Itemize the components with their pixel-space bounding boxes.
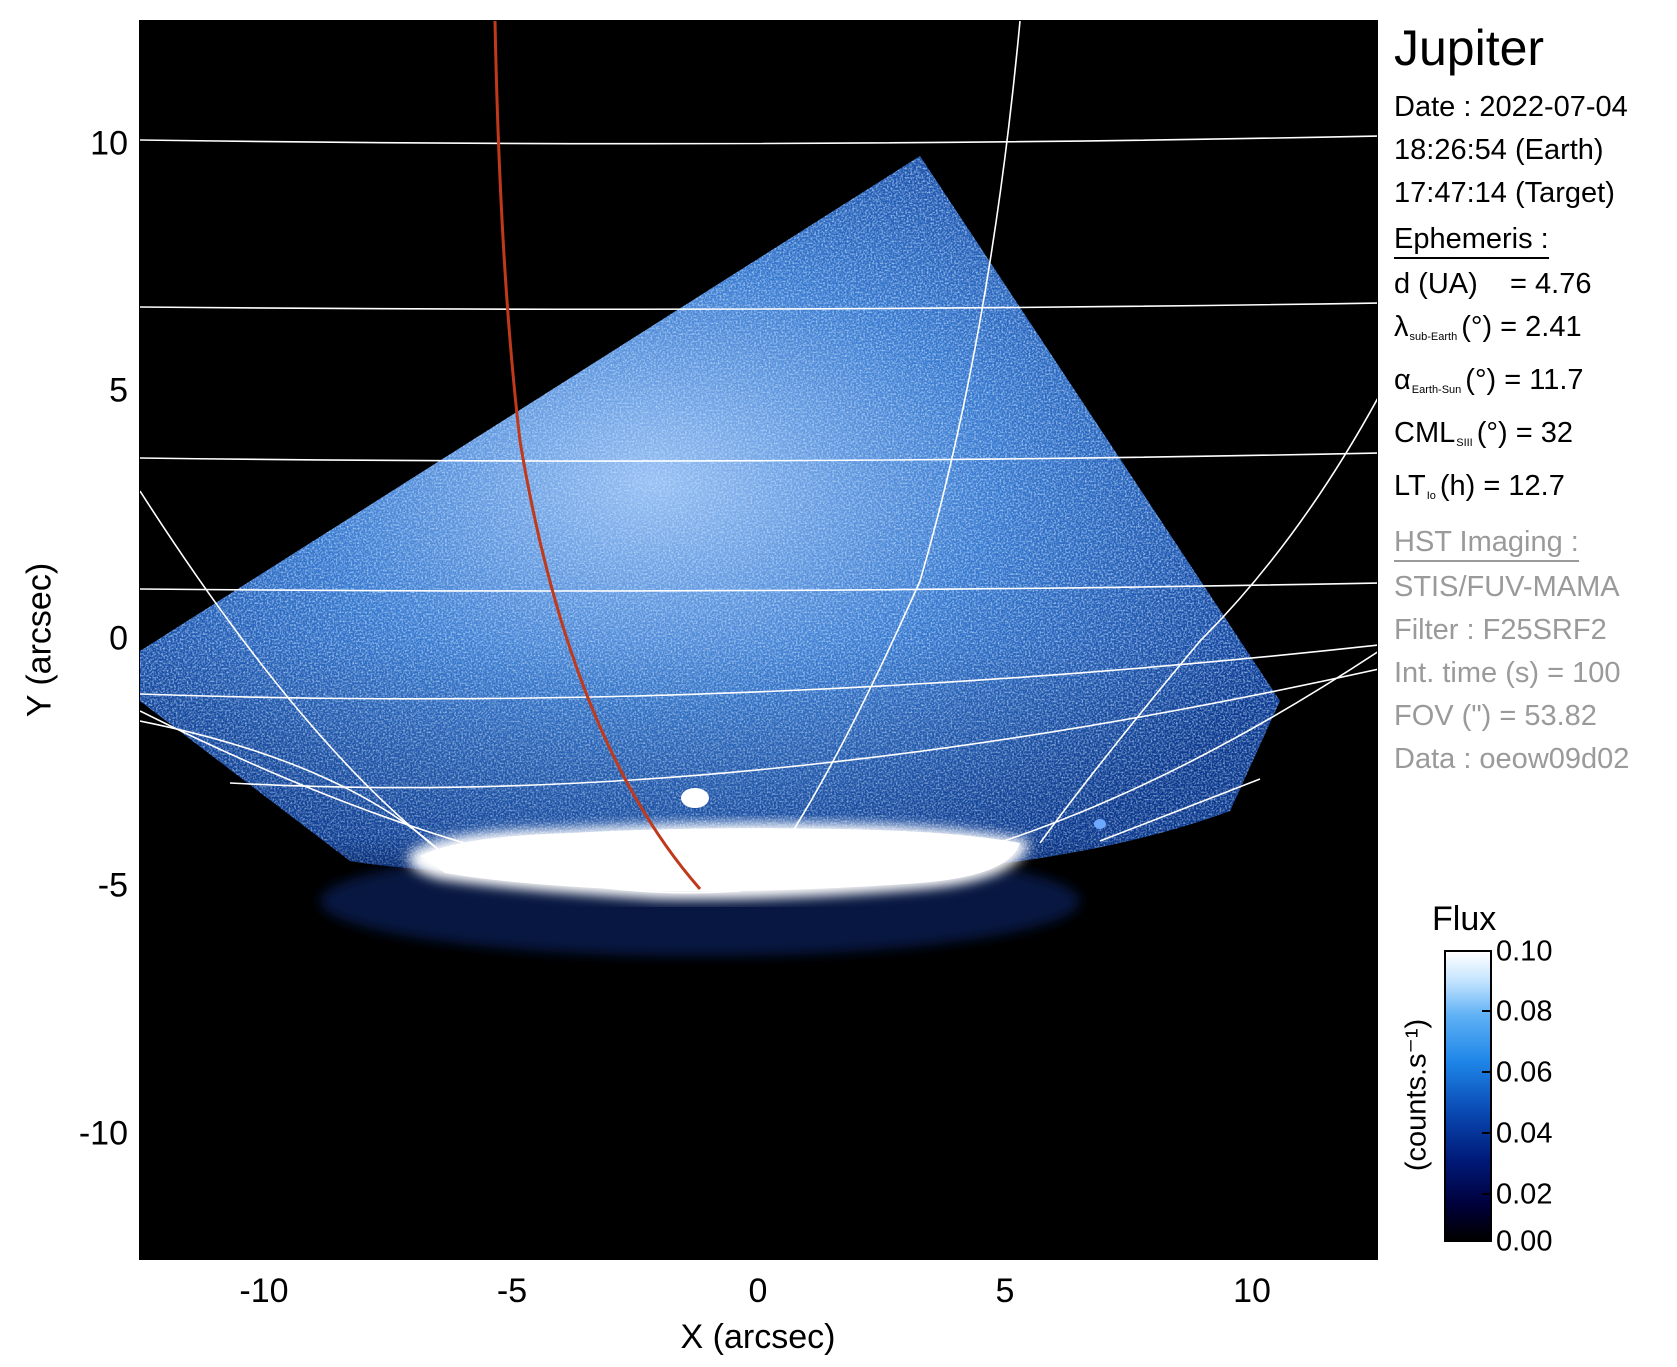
fov-line: FOV (") = 53.82 — [1394, 700, 1597, 732]
cml-value: (°) = 32 — [1476, 417, 1573, 449]
colorbar-tick: 0.04 — [1496, 1117, 1553, 1150]
colorbar-tick-mark — [1482, 1010, 1492, 1012]
phase-angle: αEarth-Sun (°) = 11.7 — [1394, 359, 1677, 412]
instrument-line: STIS/FUV-MAMA — [1394, 571, 1620, 603]
observation-info-panel: Jupiter Date : 2022-07-04 18:26:54 (Eart… — [1394, 18, 1677, 781]
cml-symbol: CML — [1394, 417, 1456, 449]
alpha-symbol: α — [1394, 364, 1411, 396]
distance-line: d (UA) = 4.76 — [1394, 268, 1592, 300]
y-axis-label: Y (arcsec) — [20, 562, 59, 718]
lambda-symbol: λ — [1394, 311, 1409, 343]
y-tick: 0 — [109, 619, 128, 658]
colorbar-tick: 0.02 — [1496, 1178, 1553, 1211]
colorbar-unit: (counts.s⁻¹) — [1400, 1018, 1433, 1172]
y-tick: 10 — [90, 124, 128, 163]
cml-sub: SIII — [1456, 437, 1473, 449]
ephemeris-header: Ephemeris : — [1394, 221, 1549, 259]
alpha-sub: Earth-Sun — [1411, 384, 1462, 396]
lambda-sub: sub-Earth — [1409, 331, 1458, 343]
earth-time: 18:26:54 (Earth) — [1394, 134, 1604, 166]
uv-aurora-image — [139, 20, 1378, 1260]
lt-sub: Io — [1426, 490, 1436, 502]
io-footpath-line — [493, 21, 702, 890]
sub-earth-latitude: λsub-Earth (°) = 2.41 — [1394, 306, 1677, 359]
colorbar-tick-mark — [1482, 1071, 1492, 1073]
colorbar-tick-mark — [1482, 1193, 1492, 1195]
alpha-value: (°) = 11.7 — [1465, 364, 1584, 396]
central-meridian-longitude: CMLSIII (°) = 32 — [1394, 412, 1677, 465]
colorbar-tick-mark — [1482, 1132, 1492, 1134]
colorbar-tick: 0.06 — [1496, 1056, 1553, 1089]
filter-line: Filter : F25SRF2 — [1394, 614, 1607, 646]
lt-value: (h) = 12.7 — [1439, 470, 1565, 502]
y-tick: -5 — [97, 866, 128, 905]
colorbar-tick: 0.08 — [1496, 995, 1553, 1028]
hst-imaging-header: HST Imaging : — [1394, 524, 1579, 562]
lambda-value: (°) = 2.41 — [1461, 311, 1582, 343]
x-tick: 0 — [748, 1272, 768, 1310]
x-tick: 10 — [1233, 1272, 1271, 1310]
x-tick: 5 — [995, 1272, 1015, 1310]
integration-time-line: Int. time (s) = 100 — [1394, 657, 1621, 689]
colorbar-tick: 0.00 — [1496, 1225, 1553, 1258]
y-tick: -10 — [78, 1114, 128, 1153]
flux-colorbar — [1444, 950, 1492, 1242]
x-tick: -10 — [239, 1272, 289, 1310]
io-local-time: LTIo (h) = 12.7 — [1394, 465, 1677, 518]
y-tick: 5 — [109, 371, 128, 410]
planetocentric-grid — [140, 21, 1377, 894]
target-title: Jupiter — [1394, 20, 1545, 76]
colorbar-title: Flux — [1432, 900, 1497, 938]
x-tick: -5 — [496, 1272, 528, 1310]
lt-symbol: LT — [1394, 470, 1426, 502]
x-axis-label: X (arcsec) — [680, 1318, 836, 1356]
dataset-line: Data : oeow09d02 — [1394, 743, 1630, 775]
colorbar-tick: 0.10 — [1496, 935, 1553, 968]
date-line: Date : 2022-07-04 — [1394, 91, 1628, 123]
target-time: 17:47:14 (Target) — [1394, 177, 1615, 209]
image-canvas — [140, 21, 1377, 956]
